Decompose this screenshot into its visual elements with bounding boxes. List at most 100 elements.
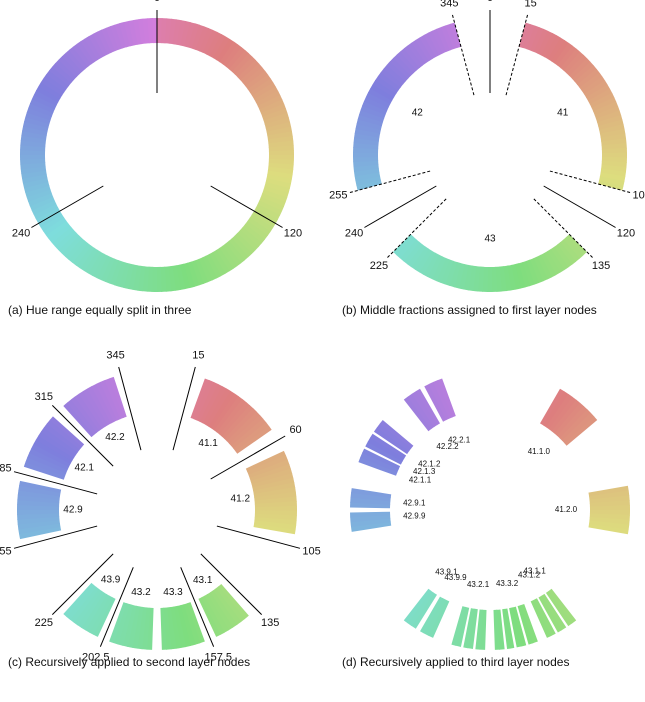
hue-slice [259,99,285,114]
hue-slice [19,526,62,540]
hue-slice [356,118,382,130]
hue-slice [77,590,105,629]
hue-slice [396,236,417,259]
hue-slice [96,29,112,55]
hue-slice [410,246,430,270]
hue-slice [360,105,386,119]
segment-label: 43.3.2 [496,579,519,588]
hue-slice [540,388,565,426]
hue-slice [101,27,116,53]
hue-slice [389,57,412,79]
hue-slice [21,170,47,179]
hue-slice [24,116,50,128]
hue-slice [68,240,89,263]
hue-slice [423,32,440,58]
hue-slice [119,21,131,48]
hue-slice [43,217,67,236]
hue-slice [245,70,269,90]
hue-slice [244,220,268,240]
hue-slice [141,266,150,292]
hue-slice [601,160,627,168]
hue-slice [146,607,154,650]
hue-segment [538,593,567,633]
hue-slice [31,443,71,468]
hue-slice [215,586,246,623]
hue-slice [218,583,249,620]
hue-slice [36,85,61,103]
hue-slice [84,594,110,633]
hue-slice [45,220,69,240]
hue-segment [160,602,205,650]
hue-slice [128,19,139,46]
hue-slice [52,62,75,84]
hue-slice [504,608,515,649]
tick-label: 60 [289,424,301,436]
hue-slice [510,264,521,290]
hue-slice [113,603,130,645]
hue-slice [209,251,226,277]
hue-slice [205,253,222,279]
hue-slice [247,74,271,93]
hue-slice [525,259,540,285]
hue-slice [503,265,512,292]
hue-slice [72,43,92,67]
hue-slice [17,494,60,504]
hue-slice [237,229,259,251]
hue-segment [190,378,272,454]
hue-slice [100,379,121,421]
hue-slice [38,81,63,99]
hue-slice [164,18,173,44]
hue-slice [254,505,297,512]
hue-segment [365,433,407,465]
hue-slice [356,179,382,191]
hue-segment [403,588,438,629]
hue-slice [265,121,292,133]
hue-segment [451,606,470,647]
hue-slice [579,72,603,92]
hue-slice [420,596,444,634]
hue-segment [393,234,587,292]
panel: (d) Recursively applied to third layer n… [342,378,630,669]
hue-slice [530,599,552,638]
hue-slice [83,249,101,274]
hue-slice [403,45,424,68]
hue-slice [141,607,151,650]
hue-slice [373,427,410,455]
hue-slice [444,260,458,287]
hue-slice [533,28,549,54]
hue-slice [221,404,254,440]
hue-slice [37,210,63,228]
hue-slice [433,379,454,419]
tick-label: 157.5 [204,652,232,664]
hue-slice [33,439,73,464]
hue-slice [350,518,391,528]
hue-slice [49,416,85,448]
hue-slice [180,604,196,647]
hue-slice [136,606,147,650]
hue-segment [198,583,249,637]
hue-slice [563,51,584,74]
hue-slice [92,253,108,279]
caption: (a) Hue range equally split in three [8,303,192,317]
hue-slice [355,123,382,134]
hue-slice [17,519,60,530]
hue-slice [407,42,427,66]
hue-slice [414,248,433,273]
hue-slice [266,126,293,137]
hue-slice [599,172,626,182]
hue-slice [239,226,262,248]
hue-slice [105,258,119,284]
hue-slice [213,36,231,61]
panel: (a) Hue range equally split in three 0 120… [8,0,302,317]
hue-slice [427,254,443,280]
tick-line [210,435,286,480]
hue-slice [20,158,46,165]
hue-slice [424,383,447,422]
hue-slice [22,121,49,132]
hue-slice [353,160,379,167]
segment-label: 42.2.2 [436,442,459,451]
tick-line [364,185,437,228]
hue-slice [172,19,182,45]
hue-segment [403,388,440,432]
hue-slice [449,261,462,288]
